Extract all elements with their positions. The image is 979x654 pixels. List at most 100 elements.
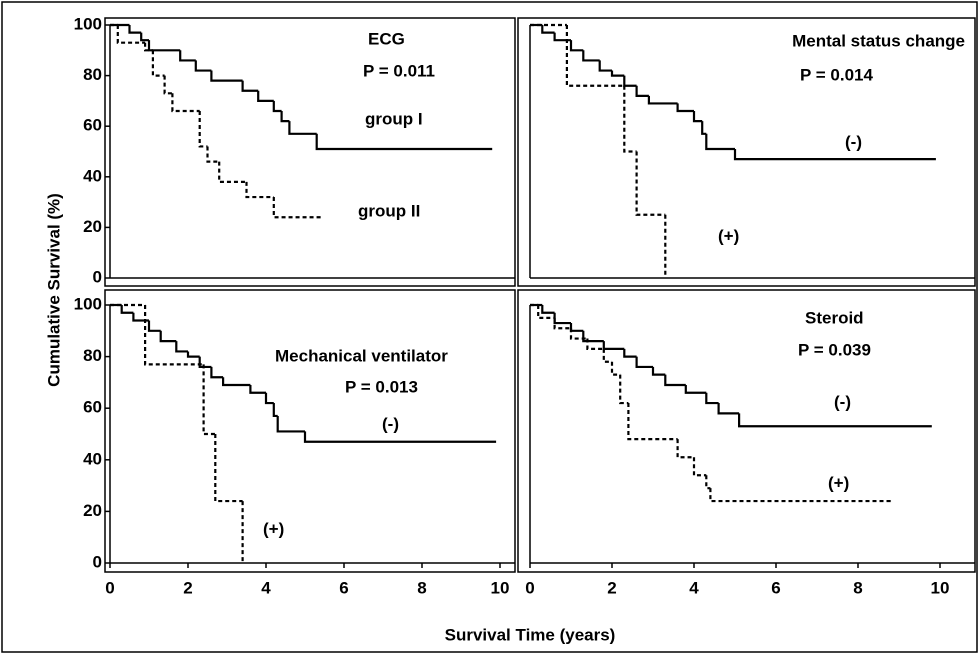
survival-step	[179, 50, 196, 62]
survival-step	[272, 197, 321, 219]
survival-step	[647, 95, 678, 105]
panel-title: Steroid	[805, 308, 864, 327]
survival-step	[602, 348, 612, 363]
survival-step	[586, 338, 604, 350]
y-axis-label: Cumulative Survival (%)	[44, 193, 63, 387]
survival-step	[635, 356, 653, 369]
survival-step	[553, 312, 571, 325]
survival-step	[709, 488, 891, 503]
panel-title: Mechanical ventilator	[275, 346, 448, 365]
survival-step	[582, 50, 600, 62]
survival-step	[610, 70, 625, 77]
survival-step	[676, 103, 694, 113]
survival-step	[214, 434, 243, 503]
survival-step	[257, 90, 274, 102]
survival-step	[222, 377, 251, 387]
y-tick-label: 100	[74, 14, 102, 33]
survival-step	[198, 111, 208, 148]
survival-step	[627, 403, 678, 441]
survival-step	[194, 60, 212, 72]
survival-step	[144, 305, 204, 366]
survival-step	[147, 320, 161, 332]
survival-step	[569, 323, 584, 332]
y-tick-label: 60	[83, 116, 102, 135]
x-tick-label: 2	[183, 578, 192, 597]
survival-step	[132, 312, 149, 322]
survival-step	[705, 133, 735, 151]
x-tick-label: 4	[689, 578, 699, 597]
panel-frame	[517, 289, 976, 573]
survival-step	[272, 403, 278, 418]
y-tick-label: 0	[93, 552, 102, 571]
x-tick-label: 8	[417, 578, 426, 597]
survival-step	[569, 328, 588, 340]
survival-step	[144, 42, 153, 52]
survival-step	[186, 351, 200, 358]
survival-step	[651, 366, 666, 376]
x-tick-label: 10	[931, 578, 950, 597]
p-value: P = 0.039	[798, 340, 871, 359]
panel-frame	[104, 17, 516, 287]
series-label: (+)	[263, 519, 284, 538]
survival-step	[635, 151, 666, 216]
x-tick-label: 10	[491, 578, 510, 597]
survival-step	[565, 25, 625, 87]
survival-step	[151, 50, 165, 77]
survival-step	[553, 32, 571, 42]
survival-step	[623, 85, 637, 153]
panel-frame	[104, 289, 516, 573]
survival-step	[210, 70, 243, 82]
survival-step	[288, 121, 317, 135]
survival-step	[537, 305, 555, 319]
x-tick-label: 2	[607, 578, 616, 597]
series-label: (-)	[834, 392, 851, 411]
p-value: P = 0.013	[345, 377, 418, 396]
y-tick-label: 20	[83, 501, 102, 520]
x-tick-label: 6	[771, 578, 780, 597]
survival-step	[120, 305, 134, 314]
survival-step	[315, 133, 493, 151]
survival-step	[245, 181, 274, 199]
x-tick-label: 0	[105, 578, 114, 597]
survival-step	[733, 148, 936, 161]
x-tick-label: 0	[525, 578, 534, 597]
x-axis-label: Survival Time (years)	[445, 625, 616, 644]
survival-step	[664, 374, 686, 387]
series-label: (-)	[382, 414, 399, 433]
survival-step	[598, 60, 612, 72]
survival-step	[692, 111, 703, 123]
y-tick-label: 20	[83, 217, 102, 236]
survival-step	[272, 100, 282, 113]
x-tick-label: 8	[853, 578, 862, 597]
survival-step	[280, 111, 290, 123]
survival-step	[175, 341, 188, 353]
survival-step	[582, 330, 604, 343]
survival-step	[202, 364, 216, 436]
survival-step	[206, 146, 220, 163]
survival-step	[303, 431, 497, 443]
y-tick-label: 80	[83, 65, 102, 84]
series-label: (+)	[828, 473, 849, 492]
survival-step	[128, 25, 142, 34]
survival-step	[147, 40, 181, 52]
survival-step	[602, 341, 625, 350]
series-label: (-)	[845, 132, 862, 151]
survival-step	[159, 330, 177, 343]
series-label: group II	[358, 201, 420, 220]
survival-step	[676, 439, 694, 459]
survival-step	[541, 25, 555, 34]
x-tick-label: 4	[261, 578, 271, 597]
survival-step	[692, 457, 707, 477]
survival-step	[198, 356, 212, 369]
x-tick-label: 6	[339, 578, 348, 597]
survival-step	[623, 348, 637, 358]
survival-step	[163, 75, 173, 95]
panel-frame	[517, 17, 976, 287]
survival-step	[569, 40, 584, 52]
survival-step	[218, 161, 247, 183]
survival-step	[717, 403, 740, 415]
survival-step	[210, 366, 224, 379]
p-value: P = 0.014	[800, 65, 873, 84]
